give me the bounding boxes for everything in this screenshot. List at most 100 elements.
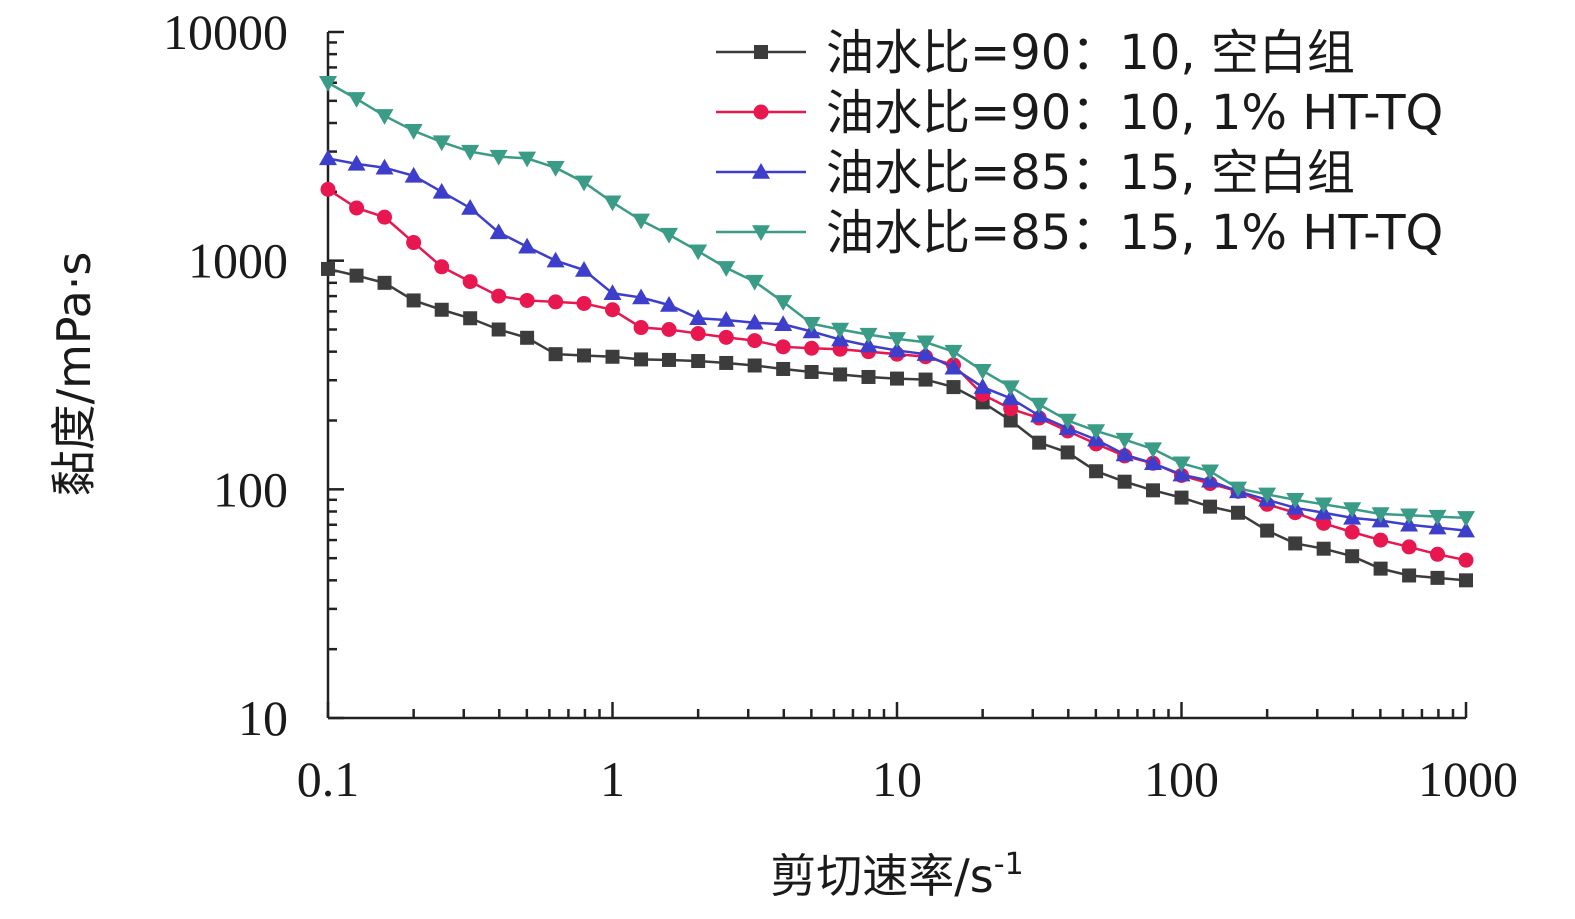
data-point bbox=[603, 195, 622, 212]
data-point bbox=[574, 175, 593, 192]
data-point bbox=[717, 311, 736, 327]
data-point bbox=[1001, 389, 1020, 406]
data-point bbox=[1343, 502, 1362, 519]
data-point bbox=[406, 293, 421, 308]
data-point bbox=[520, 330, 535, 345]
data-point bbox=[1231, 505, 1246, 520]
data-point bbox=[1145, 483, 1160, 498]
data-point bbox=[774, 315, 793, 332]
data-point bbox=[1003, 413, 1018, 428]
data-point bbox=[548, 347, 563, 362]
data-point bbox=[944, 358, 963, 375]
legend-entry-1: 油水比=90：10, 空白组 bbox=[716, 25, 1355, 81]
data-point bbox=[491, 322, 506, 337]
data-point bbox=[349, 200, 365, 216]
data-point bbox=[1373, 532, 1389, 548]
data-point bbox=[432, 135, 451, 152]
data-point bbox=[1401, 539, 1417, 555]
data-point bbox=[776, 361, 791, 376]
data-point bbox=[1458, 552, 1474, 568]
data-point bbox=[745, 274, 764, 291]
data-point bbox=[432, 182, 451, 199]
data-point bbox=[861, 369, 876, 384]
data-point bbox=[1430, 570, 1445, 585]
x-tick-label: 100 bbox=[1144, 751, 1219, 807]
x-axis-title: 剪切速率/s-1 bbox=[770, 847, 1023, 903]
x-tick-label: 1 bbox=[600, 751, 625, 807]
data-point bbox=[1429, 546, 1445, 562]
data-point bbox=[1229, 481, 1248, 498]
legend-marker bbox=[753, 104, 769, 120]
data-point bbox=[660, 227, 679, 244]
data-point bbox=[1288, 536, 1303, 551]
data-point bbox=[804, 340, 820, 356]
data-point bbox=[1032, 435, 1047, 450]
data-point bbox=[461, 144, 480, 161]
legend-entry-4: 油水比=85：15, 1% HT-TQ bbox=[716, 205, 1443, 261]
data-point bbox=[319, 149, 337, 166]
data-point bbox=[718, 329, 734, 345]
data-point bbox=[347, 92, 366, 108]
data-point bbox=[1457, 521, 1475, 538]
data-point bbox=[1030, 406, 1049, 423]
data-point bbox=[1117, 474, 1132, 489]
legend-entry-3: 油水比=85：15, 空白组 bbox=[716, 145, 1355, 201]
data-point bbox=[576, 295, 592, 311]
data-point bbox=[404, 123, 423, 140]
data-point bbox=[603, 284, 622, 301]
data-point bbox=[1373, 561, 1388, 576]
data-point bbox=[916, 335, 935, 352]
data-point bbox=[689, 309, 708, 325]
data-point bbox=[1459, 573, 1473, 588]
data-point bbox=[1060, 445, 1075, 460]
data-point bbox=[719, 355, 734, 370]
data-point bbox=[375, 158, 394, 175]
data-point bbox=[1058, 413, 1077, 430]
data-point bbox=[890, 371, 904, 386]
data-point bbox=[434, 302, 449, 317]
data-point bbox=[349, 268, 364, 283]
data-point bbox=[1115, 432, 1134, 449]
data-point bbox=[1143, 454, 1162, 471]
data-point bbox=[377, 275, 392, 290]
data-point bbox=[1089, 464, 1104, 479]
data-point bbox=[1345, 549, 1360, 564]
data-point bbox=[1030, 397, 1049, 414]
data-point bbox=[519, 292, 535, 308]
x-axis-title-exponent: -1 bbox=[994, 847, 1024, 882]
data-point bbox=[321, 261, 335, 276]
data-point bbox=[717, 261, 736, 277]
data-point bbox=[946, 380, 961, 395]
x-tick-label: 0.1 bbox=[297, 751, 360, 807]
data-point bbox=[489, 223, 508, 240]
data-point bbox=[347, 154, 366, 171]
data-point bbox=[802, 316, 821, 333]
y-tick-label: 10000 bbox=[163, 4, 288, 60]
y-tick-label: 1000 bbox=[188, 233, 288, 289]
data-point bbox=[660, 295, 679, 312]
data-point bbox=[1344, 524, 1360, 540]
data-point bbox=[973, 364, 992, 380]
x-tick-label: 1000 bbox=[1418, 751, 1518, 807]
data-point bbox=[661, 322, 677, 338]
data-point bbox=[1087, 424, 1106, 440]
data-point bbox=[576, 348, 591, 363]
legend-label: 油水比=85：15, 空白组 bbox=[826, 145, 1355, 201]
data-point bbox=[745, 313, 764, 330]
data-point bbox=[689, 244, 708, 261]
legend-label: 油水比=90：10, 1% HT-TQ bbox=[826, 85, 1443, 141]
data-point bbox=[548, 294, 564, 310]
data-point bbox=[1172, 456, 1191, 473]
data-point bbox=[406, 235, 422, 251]
legend-entry-2: 油水比=90：10, 1% HT-TQ bbox=[716, 85, 1443, 141]
data-point bbox=[319, 75, 337, 92]
data-point bbox=[1402, 568, 1417, 583]
series-line bbox=[327, 267, 1467, 582]
data-point bbox=[463, 311, 478, 326]
data-point bbox=[546, 251, 565, 268]
legend-marker bbox=[752, 225, 770, 241]
series-layer bbox=[319, 75, 1475, 588]
data-point bbox=[1258, 487, 1277, 504]
data-point bbox=[605, 349, 620, 364]
